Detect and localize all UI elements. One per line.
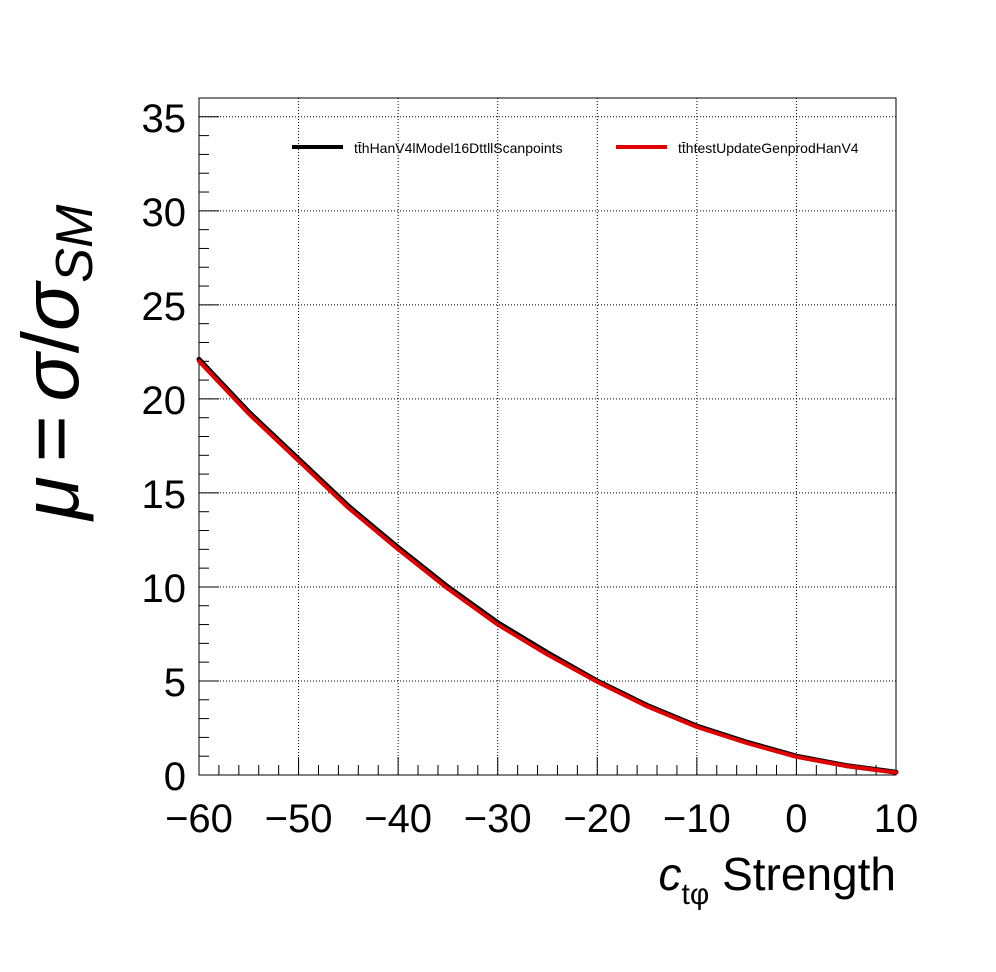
axis-ticks — [198, 97, 897, 776]
data-series — [196, 356, 899, 775]
axis-tick-labels: −60 −50 −40 −30 −20 −10 0 10 0 5 10 15 20 25 30 35 — [142, 97, 919, 841]
y-tick-label: 15 — [142, 473, 187, 517]
y-axis-sigma: σ — [6, 350, 95, 401]
legend-label-series-2: tt̄htestUpdateGenprodHanV4 — [678, 140, 859, 156]
y-tick-label: 20 — [142, 379, 187, 423]
x-axis-text: Strength — [722, 848, 896, 900]
series-line-1 — [196, 356, 899, 775]
y-tick-label: 25 — [142, 285, 187, 329]
legend: tt̄hHanV4lModel16DttllScanpoints tt̄htes… — [292, 140, 859, 156]
x-tick-label: −40 — [364, 797, 432, 841]
y-axis-sm: SM — [46, 204, 104, 283]
x-tick-label: 10 — [874, 797, 919, 841]
y-axis-slash: / — [6, 330, 95, 353]
grid-lines — [199, 98, 896, 775]
x-tick-label: −20 — [563, 797, 631, 841]
x-tick-label: −60 — [165, 797, 233, 841]
x-axis-space — [709, 848, 722, 900]
y-tick-label: 5 — [164, 661, 186, 705]
x-axis-subscript: tφ — [682, 878, 710, 911]
y-axis-title: μ=σ/σSM — [6, 204, 104, 522]
x-axis-title: ctφ Strength — [659, 848, 896, 911]
series-line-2 — [197, 359, 898, 775]
y-axis-mu: μ — [6, 476, 95, 522]
y-tick-label: 35 — [142, 97, 187, 141]
x-tick-label: −30 — [464, 797, 532, 841]
x-tick-label: 0 — [785, 797, 807, 841]
x-tick-label: −10 — [663, 797, 731, 841]
y-axis-sigma-sm: σ — [6, 280, 95, 331]
x-tick-label: −50 — [265, 797, 333, 841]
y-tick-label: 10 — [142, 567, 187, 611]
x-axis-symbol: c — [659, 848, 682, 900]
plot-frame — [198, 97, 897, 776]
y-tick-label: 0 — [164, 755, 186, 799]
legend-label-series-1: tt̄hHanV4lModel16DttllScanpoints — [354, 140, 563, 156]
y-tick-label: 30 — [142, 191, 187, 235]
y-axis-equals: = — [6, 415, 95, 462]
